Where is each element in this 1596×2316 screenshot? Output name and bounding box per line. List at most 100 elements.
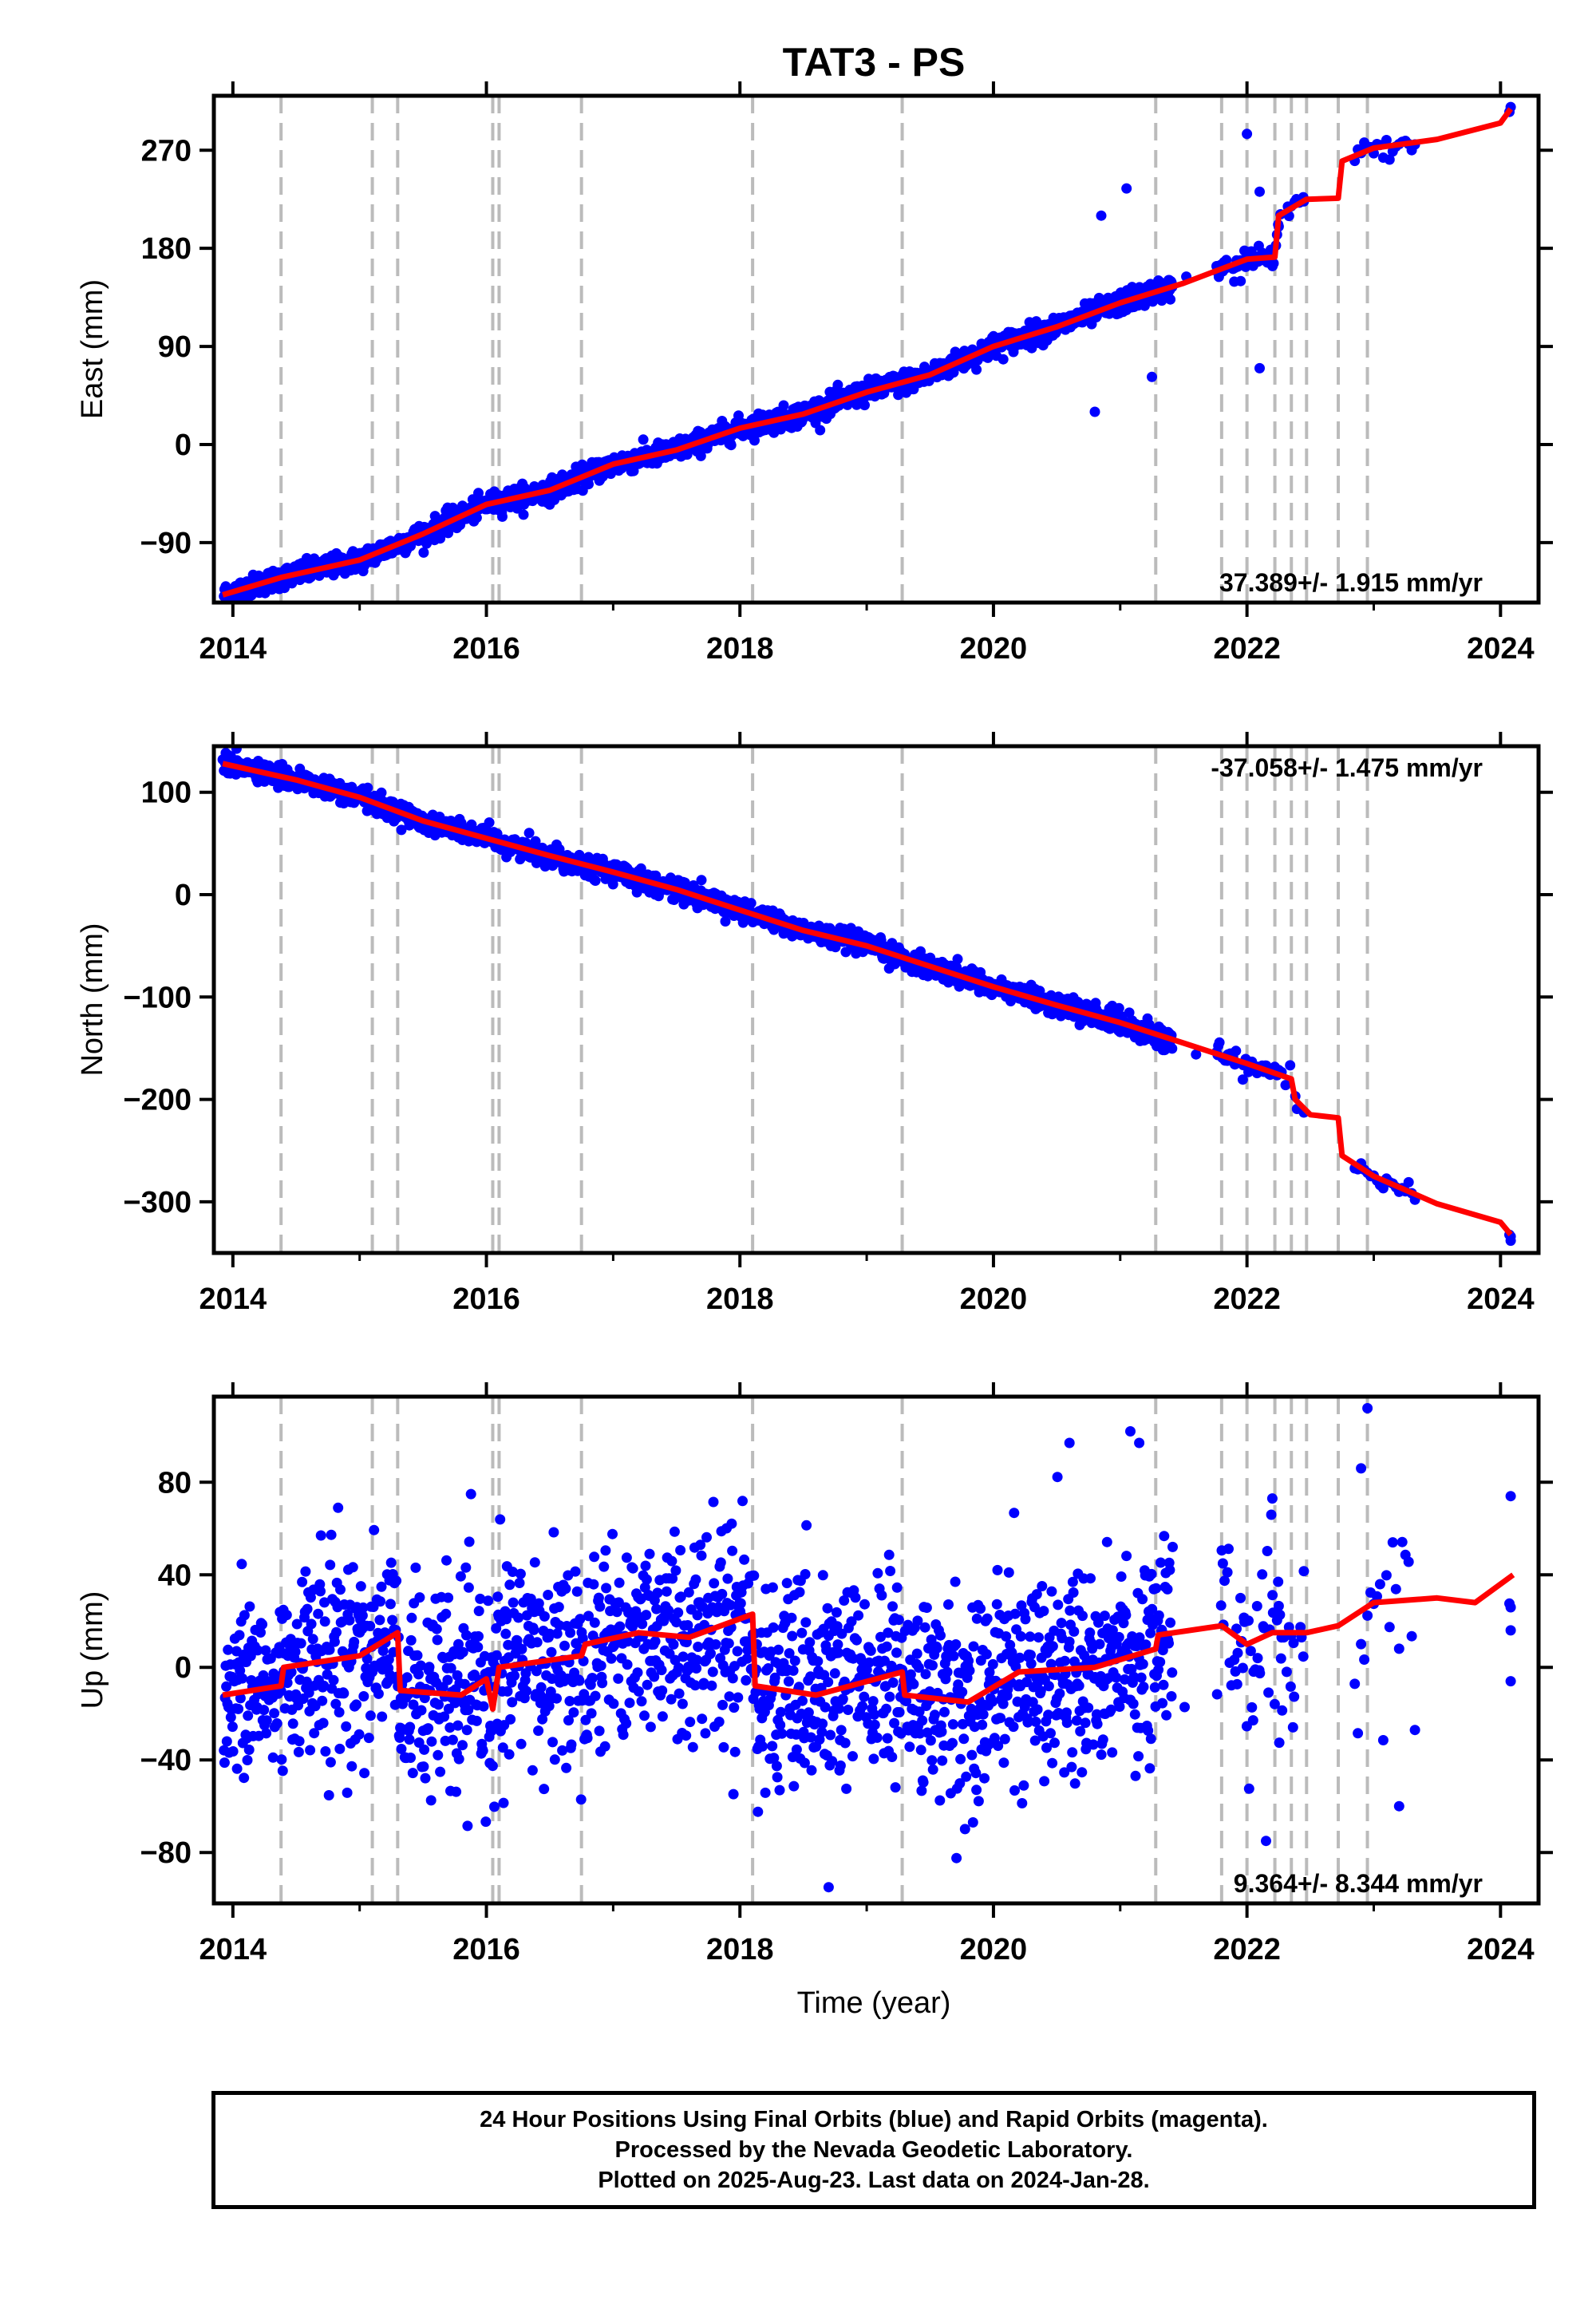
- north-data-point: [376, 787, 387, 798]
- up-data-point: [491, 1650, 502, 1661]
- up-data-point: [851, 1634, 862, 1646]
- up-data-point: [507, 1697, 518, 1708]
- up-data-point: [377, 1711, 388, 1722]
- up-data-point: [908, 1678, 919, 1690]
- up-data-point: [964, 1665, 975, 1676]
- up-data-point: [531, 1637, 543, 1648]
- up-data-point: [836, 1725, 847, 1736]
- up-data-point: [881, 1703, 892, 1714]
- up-data-point: [394, 1732, 405, 1743]
- north-y-tick-label: −100: [123, 981, 192, 1014]
- up-data-point: [865, 1645, 876, 1656]
- up-data-point: [387, 1614, 398, 1626]
- up-data-point: [330, 1698, 342, 1709]
- up-data-point: [927, 1764, 938, 1775]
- up-data-point: [425, 1795, 437, 1806]
- up-data-point: [257, 1618, 268, 1630]
- up-data-point: [887, 1752, 898, 1762]
- up-data-point: [432, 1634, 443, 1646]
- up-data-point: [514, 1578, 525, 1588]
- up-data-point: [219, 1757, 230, 1769]
- up-data-point: [252, 1645, 263, 1656]
- up-data-point: [931, 1642, 942, 1654]
- up-data-point: [589, 1617, 600, 1628]
- up-data-point: [565, 1627, 576, 1638]
- up-data-point: [293, 1746, 304, 1757]
- north-data-point: [720, 916, 731, 927]
- up-data-point: [859, 1599, 870, 1610]
- up-data-point: [894, 1707, 905, 1717]
- up-data-point: [775, 1706, 786, 1717]
- up-data-point: [675, 1591, 686, 1603]
- up-data-point: [595, 1601, 606, 1612]
- up-data-point: [661, 1586, 672, 1597]
- up-data-point: [776, 1728, 788, 1739]
- east-x-tick-label: 2018: [706, 632, 774, 666]
- up-data-point: [887, 1677, 899, 1688]
- up-data-point: [287, 1718, 298, 1729]
- up-data-point: [668, 1639, 679, 1650]
- up-data-point: [497, 1742, 508, 1753]
- up-data-point: [491, 1622, 502, 1634]
- up-data-point: [549, 1754, 560, 1765]
- up-data-point: [281, 1610, 292, 1621]
- up-data-point: [886, 1660, 897, 1671]
- up-data-point: [444, 1722, 456, 1733]
- up-data-point: [533, 1598, 544, 1609]
- up-data-point: [420, 1773, 431, 1784]
- up-data-point: [294, 1736, 305, 1747]
- up-data-point: [794, 1587, 805, 1598]
- up-data-point: [901, 1696, 912, 1706]
- up-data-point: [233, 1703, 244, 1714]
- up-data-point: [341, 1721, 352, 1732]
- north-x-tick-label: 2020: [960, 1282, 1028, 1316]
- up-data-point: [936, 1726, 947, 1737]
- up-data-point: [407, 1768, 418, 1779]
- up-data-point: [426, 1736, 437, 1747]
- up-data-point: [305, 1745, 316, 1756]
- up-data-point: [804, 1637, 816, 1648]
- up-data-point: [516, 1643, 527, 1654]
- east-data-point: [832, 379, 843, 390]
- up-data-point: [415, 1660, 426, 1671]
- up-data-point: [757, 1741, 768, 1752]
- up-data-point: [358, 1602, 369, 1613]
- up-data-point: [905, 1669, 916, 1680]
- east-data-point: [893, 389, 904, 401]
- up-data-point: [223, 1644, 234, 1655]
- up-data-point: [822, 1603, 833, 1614]
- up-data-point: [471, 1715, 482, 1726]
- up-data-point: [689, 1680, 701, 1691]
- up-data-point: [419, 1744, 430, 1755]
- up-data-point: [831, 1607, 842, 1618]
- up-data-point: [774, 1784, 785, 1796]
- east-data-point: [998, 354, 1009, 365]
- east-data-point: [418, 547, 429, 558]
- north-data-point: [484, 817, 495, 828]
- up-data-point: [529, 1557, 540, 1568]
- up-data-point: [463, 1582, 474, 1593]
- up-data-point: [504, 1749, 515, 1760]
- up-data-point: [841, 1783, 852, 1794]
- up-data-point: [935, 1630, 946, 1641]
- up-data-point: [741, 1675, 752, 1686]
- up-data-point: [277, 1765, 288, 1777]
- north-data-point: [1403, 1176, 1414, 1188]
- up-data-point: [890, 1782, 901, 1793]
- up-data-point: [462, 1820, 473, 1832]
- up-data-point: [286, 1666, 297, 1678]
- north-data-point: [1113, 1002, 1124, 1014]
- up-data-point: [786, 1612, 797, 1623]
- north-data-point: [1231, 1045, 1242, 1057]
- east-data-point: [749, 435, 760, 446]
- east-y-tick-label: 180: [141, 232, 192, 266]
- up-data-point: [850, 1592, 861, 1603]
- up-data-point: [633, 1686, 644, 1697]
- up-data-point: [847, 1653, 859, 1664]
- north-data-point: [1214, 1037, 1225, 1048]
- up-data-point: [531, 1666, 542, 1677]
- up-data-point: [993, 1741, 1004, 1751]
- up-data-point: [451, 1786, 462, 1797]
- up-data-point: [259, 1705, 270, 1716]
- up-data-point: [829, 1668, 840, 1679]
